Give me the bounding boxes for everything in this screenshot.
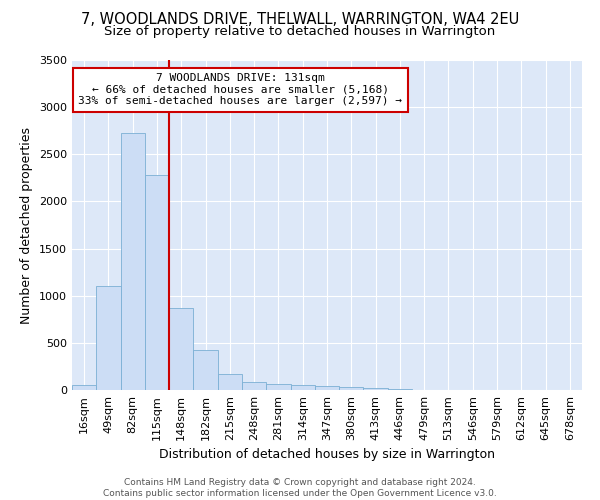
X-axis label: Distribution of detached houses by size in Warrington: Distribution of detached houses by size … (159, 448, 495, 462)
Bar (290, 385, 315, 390)
Y-axis label: Number of detached properties: Number of detached properties (20, 126, 34, 324)
Text: 7, WOODLANDS DRIVE, THELWALL, WARRINGTON, WA4 2EU: 7, WOODLANDS DRIVE, THELWALL, WARRINGTON… (81, 12, 519, 28)
Bar (121, 132, 145, 390)
Bar (193, 350, 218, 390)
Text: 7 WOODLANDS DRIVE: 131sqm
← 66% of detached houses are smaller (5,168)
33% of se: 7 WOODLANDS DRIVE: 131sqm ← 66% of detac… (79, 73, 403, 106)
Bar (242, 382, 266, 390)
Text: Contains HM Land Registry data © Crown copyright and database right 2024.
Contai: Contains HM Land Registry data © Crown c… (103, 478, 497, 498)
Bar (388, 389, 412, 390)
Bar (266, 384, 290, 390)
Bar (339, 387, 364, 390)
Bar (145, 175, 169, 390)
Bar (315, 386, 339, 390)
Bar (169, 308, 193, 390)
Bar (96, 286, 121, 390)
Bar (72, 386, 96, 390)
Bar (364, 388, 388, 390)
Text: Size of property relative to detached houses in Warrington: Size of property relative to detached ho… (104, 25, 496, 38)
Bar (218, 374, 242, 390)
